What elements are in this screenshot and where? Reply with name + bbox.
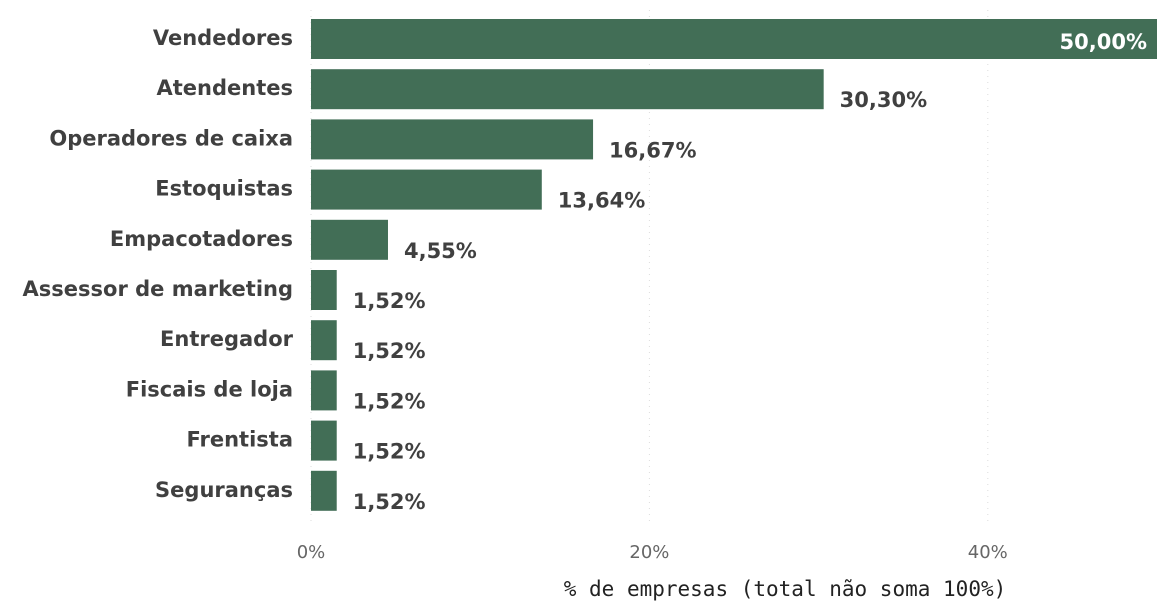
y-tick-label: Empacotadores xyxy=(110,227,293,251)
bar xyxy=(311,420,337,461)
value-label: 1,52% xyxy=(353,490,426,514)
value-label: 50,00% xyxy=(1060,30,1147,54)
y-tick-label: Entregador xyxy=(160,327,294,351)
bar xyxy=(311,370,337,411)
bar xyxy=(311,19,1157,59)
y-tick-label: Fiscais de loja xyxy=(126,377,293,401)
y-tick-label: Frentista xyxy=(187,428,294,452)
y-tick-label: Assessor de marketing xyxy=(23,277,293,301)
y-tick-label: Seguranças xyxy=(155,478,293,502)
y-tick-label: Operadores de caixa xyxy=(49,126,293,150)
x-tick-label: 0% xyxy=(297,542,326,563)
bar xyxy=(311,470,337,511)
value-label: 1,52% xyxy=(353,440,426,464)
value-label: 4,55% xyxy=(404,239,477,263)
bar xyxy=(311,270,337,310)
value-label: 1,52% xyxy=(353,389,426,413)
x-axis-label: % de empresas (total não soma 100%) xyxy=(564,577,1007,601)
x-tick-label: 40% xyxy=(968,542,1008,563)
value-label: 13,64% xyxy=(558,189,645,213)
bar xyxy=(311,219,388,260)
y-tick-label: Vendedores xyxy=(153,26,293,50)
value-label: 1,52% xyxy=(353,339,426,363)
value-label: 30,30% xyxy=(840,88,927,112)
value-label: 16,67% xyxy=(609,138,696,162)
y-tick-label: Estoquistas xyxy=(155,177,293,201)
value-label: 1,52% xyxy=(353,289,426,313)
bar xyxy=(311,169,542,210)
bar xyxy=(311,119,594,160)
bar xyxy=(311,69,824,110)
y-tick-label: Atendentes xyxy=(157,76,294,100)
x-tick-label: 20% xyxy=(629,542,669,563)
bar xyxy=(311,320,337,361)
